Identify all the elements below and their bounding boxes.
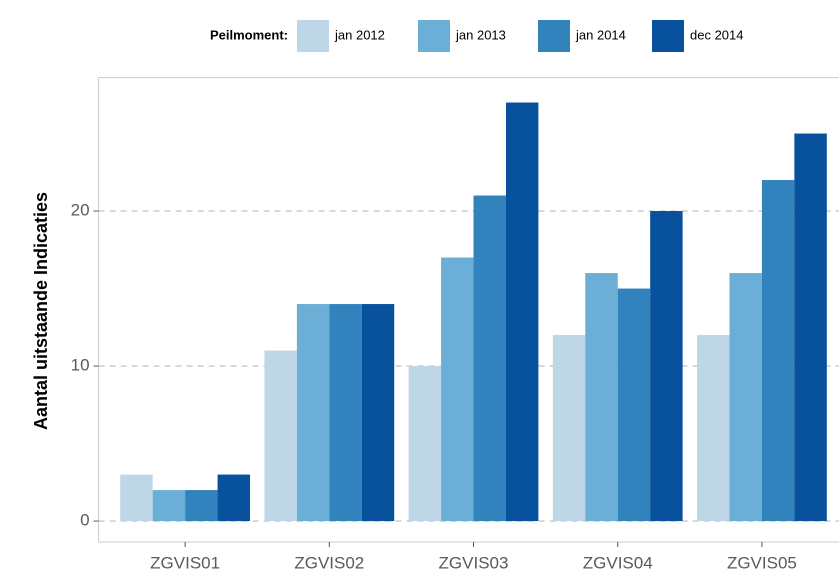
- bar: [120, 474, 153, 522]
- panel-border: [98, 77, 839, 543]
- x-tick-label: ZGVIS01: [150, 553, 220, 572]
- legend-key: [652, 20, 684, 52]
- bar: [761, 180, 795, 522]
- bar: [473, 195, 506, 522]
- legend-label: jan 2013: [455, 27, 506, 42]
- bar: [505, 102, 539, 522]
- y-axis-title: Aantal uitstaande Indicaties: [31, 192, 51, 430]
- y-tick-label: 0: [80, 511, 89, 530]
- bar: [152, 490, 186, 522]
- legend-key: [297, 20, 329, 52]
- bar: [408, 366, 442, 522]
- bar: [729, 273, 762, 522]
- x-tick-label: ZGVIS02: [294, 553, 364, 572]
- bar: [794, 133, 827, 522]
- bar: [617, 288, 651, 522]
- bar: [552, 335, 586, 522]
- bar: [697, 335, 730, 522]
- bar: [650, 211, 683, 522]
- legend-label: jan 2014: [575, 27, 626, 42]
- x-tick-label: ZGVIS05: [727, 553, 797, 572]
- legend-title: Peilmoment:: [210, 27, 288, 42]
- legend-key: [538, 20, 570, 52]
- legend-label: jan 2012: [334, 27, 385, 42]
- y-tick-label: 20: [71, 201, 90, 220]
- y-tick-label: 10: [71, 356, 90, 375]
- legend-label: dec 2014: [690, 27, 744, 42]
- bar: [185, 490, 218, 522]
- bar: [296, 304, 330, 522]
- legend-key: [418, 20, 450, 52]
- bar: [361, 304, 395, 522]
- bar: [441, 257, 474, 522]
- x-tick-label: ZGVIS03: [439, 553, 509, 572]
- bar: [329, 304, 362, 522]
- bar: [585, 273, 618, 522]
- bar: [217, 474, 251, 522]
- x-tick-label: ZGVIS04: [583, 553, 653, 572]
- bar: [264, 350, 297, 522]
